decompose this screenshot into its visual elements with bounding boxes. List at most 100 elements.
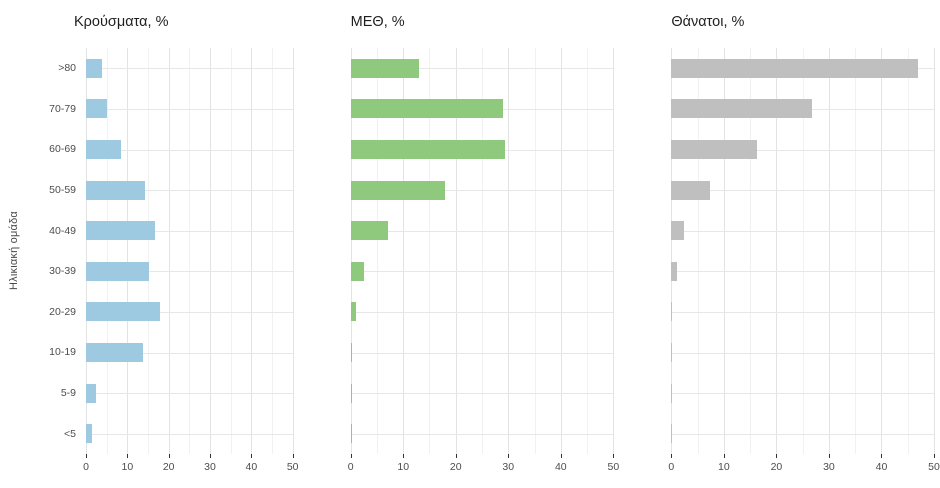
x-tick-mark [210,454,211,458]
minor-gridline [230,48,232,454]
x-tick-mark [251,454,253,458]
category-gridline [671,393,935,395]
minor-gridline [534,48,536,454]
x-tick-label: 30 [502,461,515,473]
x-tick-mark [350,454,352,458]
bar [86,261,149,281]
major-gridline [776,48,778,454]
bar [671,140,757,159]
x-tick-label: 0 [83,461,89,473]
minor-gridline [429,48,431,454]
y-tick-label: 5-9 [60,387,76,400]
bar [350,383,352,403]
y-axis-tick-labels: >80 70-79 60-69 50-59 40-49 30-39 20-29 10-19 5-… [30,48,86,454]
minor-gridline [376,48,378,454]
bar [86,302,160,322]
category-gridline [671,149,935,151]
chart-title: Θάνατοι, % [671,14,745,30]
category-gridline [350,68,614,70]
bar [350,261,365,281]
bar [86,383,97,403]
category-gridline [350,230,614,232]
bar [350,424,353,444]
plot-area [671,48,936,454]
bar [350,180,446,200]
bar [86,343,144,362]
category-gridline [86,108,293,110]
x-tick-mark [560,454,562,458]
chart-panel-2: ΜΕΘ, % 0 10 20 30 40 50 [348,10,619,484]
chart-title: Κρούσματα, % [74,14,169,30]
category-gridline [350,393,614,395]
x-tick-mark [776,454,778,458]
x-tick-mark [403,454,405,458]
major-gridline [671,48,673,454]
x-tick-mark [881,454,883,458]
y-axis-title: Ηλικιακή ομάδα [8,211,20,291]
category-gridline [350,190,614,192]
x-tick-label: 40 [554,461,567,473]
major-gridline [508,48,510,454]
x-tick-label: 10 [397,461,410,473]
major-gridline [723,48,725,454]
category-gridline [86,230,293,232]
major-gridline [560,48,562,454]
category-gridline [350,311,614,313]
y-tick-label: 20-29 [49,305,76,318]
x-axis: 0 10 20 30 40 50 [83,454,299,484]
minor-gridline [482,48,483,454]
chart-panel-1: Κρούσματα, % >80 70-79 60-69 50-59 40-49 30-39… [30,10,299,484]
x-tick-mark [292,454,294,458]
bar [350,99,504,119]
major-gridline [613,48,615,454]
bar [671,221,684,241]
category-gridline [671,352,935,354]
x-tick-label: 30 [204,461,216,473]
bar [671,302,673,322]
y-tick-label: 70-79 [49,102,76,115]
x-tick-label: 30 [823,461,835,473]
x-tick-label: 50 [928,461,940,473]
category-gridline [671,311,935,313]
x-tick-label: 20 [770,461,783,473]
major-gridline [455,48,457,454]
bar [350,343,352,362]
plot-area [86,48,294,454]
bar [350,302,356,322]
chart-panel-3: Θάνατοι, % 0 10 20 30 40 50 [668,10,939,484]
x-tick-label: 10 [121,461,134,473]
minor-gridline [272,48,273,454]
minor-gridline [189,48,191,454]
y-tick-label: 30-39 [49,265,76,278]
minor-gridline [802,48,804,454]
x-tick-label: 50 [607,461,620,473]
major-gridline [210,48,211,454]
bar [86,140,122,159]
category-gridline [86,68,293,70]
minor-gridline [855,48,857,454]
minor-gridline [750,48,752,454]
x-tick-mark [671,454,673,458]
major-gridline [828,48,830,454]
bar [350,140,505,159]
x-tick-label: 50 [286,461,299,473]
y-tick-label: 10-19 [49,346,76,359]
category-gridline [86,311,293,313]
bar [350,221,389,241]
bar [86,99,108,119]
category-gridline [86,271,293,273]
major-gridline [168,48,170,454]
bar [86,58,103,78]
minor-gridline [697,48,699,454]
bar [671,343,673,362]
major-gridline [86,48,87,454]
x-tick-mark [613,454,615,458]
minor-gridline [106,48,108,454]
bar [86,424,92,444]
major-gridline [251,48,253,454]
category-gridline [350,433,614,435]
x-tick-label: 40 [245,461,258,473]
y-tick-label: 50-59 [49,184,76,197]
x-tick-label: 10 [718,461,730,473]
category-gridline [86,393,293,395]
